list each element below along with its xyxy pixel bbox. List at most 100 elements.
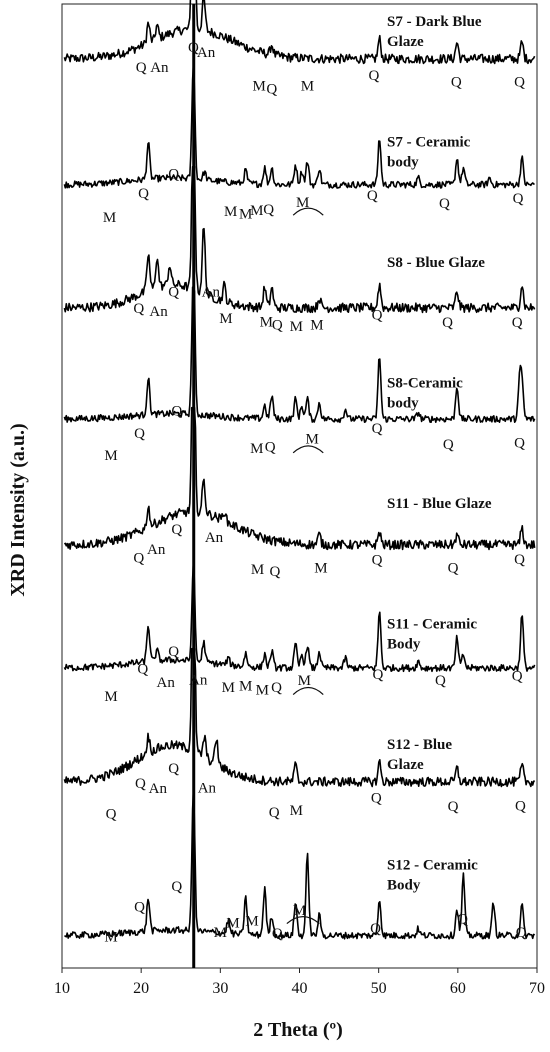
x-tick-label: 10 [54,980,70,997]
phase-label: An [150,60,169,76]
x-tick-label: 30 [212,980,228,997]
phase-label: Q [266,81,277,97]
phase-label: M [250,203,263,219]
phase-label: Q [168,285,179,301]
xrd-trace-2 [63,60,535,189]
phase-label: M [104,689,117,705]
sample-label: S8 - Blue Glaze [387,255,485,271]
phase-label: Q [372,553,383,569]
phase-label: An [147,542,166,558]
phase-label: Q [512,669,523,685]
sample-label: Body [387,637,421,653]
phase-label: An [149,304,168,320]
phase-label: M [293,903,306,919]
phase-label: M [222,680,235,696]
phase-label: Q [372,667,383,683]
xrd-trace-6 [63,558,536,673]
phase-label: Q [188,40,199,56]
phase-label: M [250,441,263,457]
phase-label: Q [171,879,182,895]
sample-label: Glaze [387,757,424,773]
phase-label: Q [168,167,179,183]
phase-label: An [157,675,176,691]
xrd-trace-4 [63,286,536,424]
phase-label: M [103,210,116,226]
phase-label: M [314,561,327,577]
xrd-trace-3 [63,165,536,314]
phase-label: Q [370,921,381,937]
phase-label: Q [514,436,525,452]
phase-label: An [202,285,221,301]
phase-label: M [214,925,227,941]
phase-label: Q [372,421,383,437]
phase-label: Q [368,68,379,84]
xrd-trace-7 [63,647,536,788]
phase-label: Q [367,188,378,204]
phase-label: Q [134,426,145,442]
phase-label: Q [448,799,459,815]
phase-label: An [198,780,217,796]
phase-label: Q [514,552,525,568]
x-tick-label: 70 [529,980,545,997]
phase-label: Q [457,912,468,928]
sample-label: S8-Ceramic [387,376,463,392]
phase-label: Q [269,805,280,821]
phase-label: Q [442,315,453,331]
phase-label: M [298,673,311,689]
phase-label: Q [515,798,526,814]
sample-label: S11 - Ceramic [387,617,477,633]
x-tick-label: 50 [371,980,387,997]
phase-label: Q [171,522,182,538]
x-axis: 10 20 30 40 50 60 70 [54,968,545,997]
x-axis-title: 2 Theta (º) [253,1019,343,1041]
phase-label: M [256,682,269,698]
phase-label: Q [133,551,144,567]
xrd-trace-5 [63,406,536,551]
phase-label: Q [514,75,525,91]
sample-label: S12 - Blue [387,737,452,753]
phase-label: Q [512,315,523,331]
phase-label: Q [513,191,524,207]
phase-label: Q [372,308,383,324]
phase-label: Q [133,301,144,317]
sample-label: body [387,396,419,412]
phase-label: Q [137,661,148,677]
phase-label: Q [448,561,459,577]
phase-label: Q [371,790,382,806]
sample-label: S7 - Dark Blue [387,14,482,30]
peak-group-bracket [292,445,324,454]
peak-group-bracket [292,686,324,695]
phase-label: M [310,318,323,334]
phase-label: Q [265,440,276,456]
phase-label: Q [138,186,149,202]
phase-label: Q [135,776,146,792]
sample-label: Body [387,878,421,894]
x-tick-label: 20 [133,980,149,997]
phase-label: Q [168,644,179,660]
phase-label: M [301,79,314,95]
sample-label: Glaze [387,34,424,50]
phase-label: Q [272,318,283,334]
phase-label: Q [136,60,147,76]
phase-label: An [189,673,208,689]
phase-label: Q [435,673,446,689]
x-tick-label: 40 [292,980,308,997]
phase-label: M [290,803,303,819]
phase-label: M [226,916,239,932]
phase-label: Q [106,806,117,822]
phase-label: Q [171,404,182,420]
phase-label: M [239,679,252,695]
sample-label: S11 - Blue Glaze [387,496,492,512]
phase-label: Q [272,926,283,942]
phase-label: Q [443,437,454,453]
phase-label: M [290,319,303,335]
phase-label: Q [263,202,274,218]
phase-label: M [251,562,264,578]
xrd-trace-1 [63,0,536,65]
phase-label: M [260,314,273,330]
phase-label: An [149,781,168,797]
sample-label: S12 - Ceramic [387,858,478,874]
sample-label: S7 - Ceramic [387,135,471,151]
